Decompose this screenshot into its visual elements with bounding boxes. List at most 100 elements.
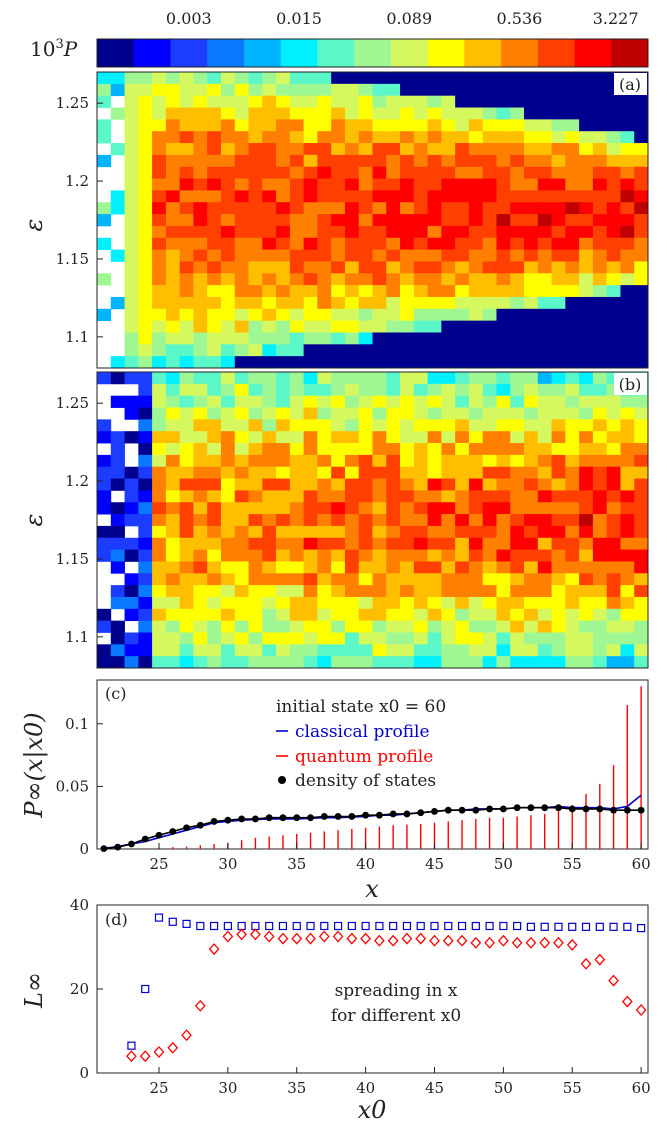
heatmap-cell: [634, 107, 649, 120]
heatmap-cell: [248, 490, 263, 503]
heatmap-cell: [455, 596, 470, 610]
heatmap-cell: [124, 585, 139, 598]
heatmap-cell: [165, 249, 181, 262]
heatmap-cell: [372, 514, 387, 527]
heatmap-cell: [524, 190, 539, 203]
heatmap-cell: [331, 273, 346, 286]
heatmap-cell: [592, 454, 608, 468]
heatmap-cell: [276, 525, 291, 539]
heatmap-cell: [592, 225, 608, 239]
heatmap-cell: [482, 166, 497, 179]
panel-a-label: (a): [619, 75, 641, 94]
heatmap-cell: [455, 332, 470, 345]
heatmap-cell: [289, 466, 305, 479]
heatmap-cell: [579, 383, 594, 397]
heatmap-cell: [620, 478, 635, 491]
heatmap-cell: [276, 596, 291, 610]
heatmap-cell: [551, 537, 566, 550]
heatmap-cell: [413, 95, 428, 108]
heatmap-cell: [386, 202, 401, 215]
heatmap-cell: [441, 119, 456, 132]
heatmap-cell: [303, 95, 318, 108]
heatmap-cell: [427, 514, 442, 527]
heatmap-cell: [344, 372, 360, 385]
heatmap-cell: [303, 261, 318, 274]
panel-a-y-ticks: 1.11.151.21.25: [56, 94, 103, 346]
heatmap-cell: [193, 320, 208, 333]
heatmap-cell: [207, 632, 222, 645]
density-of-states-point: [334, 813, 342, 820]
heatmap-cell: [482, 431, 497, 444]
heatmap-cell: [455, 561, 470, 574]
heatmap-cell: [441, 537, 456, 550]
heatmap-cell: [565, 119, 580, 132]
heatmap-cell: [97, 214, 112, 227]
heatmap-cell: [510, 249, 525, 262]
heatmap-cell: [413, 395, 428, 408]
heatmap-cell: [551, 561, 566, 574]
heatmap-cell: [606, 296, 621, 310]
heatmap-cell: [193, 249, 208, 262]
heatmap-cell: [344, 561, 360, 574]
heatmap-cell: [110, 549, 125, 562]
heatmap-cell: [400, 214, 415, 227]
heatmap-cell: [510, 296, 525, 310]
heatmap-cell: [358, 332, 373, 345]
heatmap-cell: [97, 644, 112, 657]
heatmap-cell: [441, 490, 456, 503]
heatmap-cell: [303, 166, 318, 179]
heatmap-cell: [262, 72, 277, 85]
heatmap-cell: [468, 273, 484, 286]
heatmap-cell: [276, 249, 291, 262]
heatmap-cell: [386, 214, 401, 227]
heatmap-cell: [234, 72, 249, 85]
heatmap-cell: [317, 356, 332, 369]
heatmap-cell: [289, 407, 305, 420]
heatmap-cell: [413, 249, 428, 262]
heatmap-cell: [634, 285, 649, 298]
heatmap-cell: [165, 261, 181, 274]
x-tick-label: 30: [218, 855, 237, 873]
panel-b-label-bg: [614, 373, 647, 395]
heatmap-cell: [455, 431, 470, 444]
heatmap-cell: [138, 225, 153, 239]
heatmap-cell: [455, 178, 470, 191]
heatmap-cell: [455, 620, 470, 633]
heatmap-cell: [262, 454, 277, 468]
heatmap-cell: [551, 656, 566, 669]
heatmap-cell: [524, 443, 539, 456]
density-of-states-point: [320, 813, 328, 820]
heatmap-cell: [207, 443, 222, 456]
heatmap-cell: [496, 72, 511, 85]
heatmap-cell: [220, 549, 236, 562]
heatmap-cell: [220, 372, 236, 385]
heatmap-cell: [138, 344, 153, 357]
heatmap-cell: [441, 620, 456, 633]
heatmap-cell: [413, 549, 428, 562]
heatmap-cell: [634, 656, 649, 669]
heatmap-cell: [193, 296, 208, 310]
heatmap-cell: [179, 632, 194, 645]
heatmap-cell: [303, 237, 318, 250]
heatmap-cell: [289, 273, 305, 286]
heatmap-cell: [344, 225, 360, 239]
density-of-states-point: [610, 806, 617, 814]
heatmap-cell: [592, 443, 608, 456]
heatmap-cell: [579, 502, 594, 515]
heatmap-cell: [496, 478, 511, 491]
diamond-marker: [415, 932, 427, 945]
heatmap-cell: [565, 608, 580, 622]
heatmap-cell: [427, 620, 442, 633]
density-of-states-point: [403, 810, 411, 818]
heatmap-cell: [220, 166, 236, 179]
heatmap-cell: [441, 407, 456, 420]
heatmap-cell: [303, 296, 318, 310]
heatmap-cell: [386, 131, 401, 144]
heatmap-cell: [248, 344, 263, 357]
heatmap-cell: [551, 95, 566, 108]
heatmap-cell: [138, 296, 153, 310]
heatmap-cell: [220, 525, 236, 539]
heatmap-cell: [179, 107, 194, 120]
heatmap-cell: [248, 143, 263, 156]
heatmap-cell: [165, 431, 181, 444]
